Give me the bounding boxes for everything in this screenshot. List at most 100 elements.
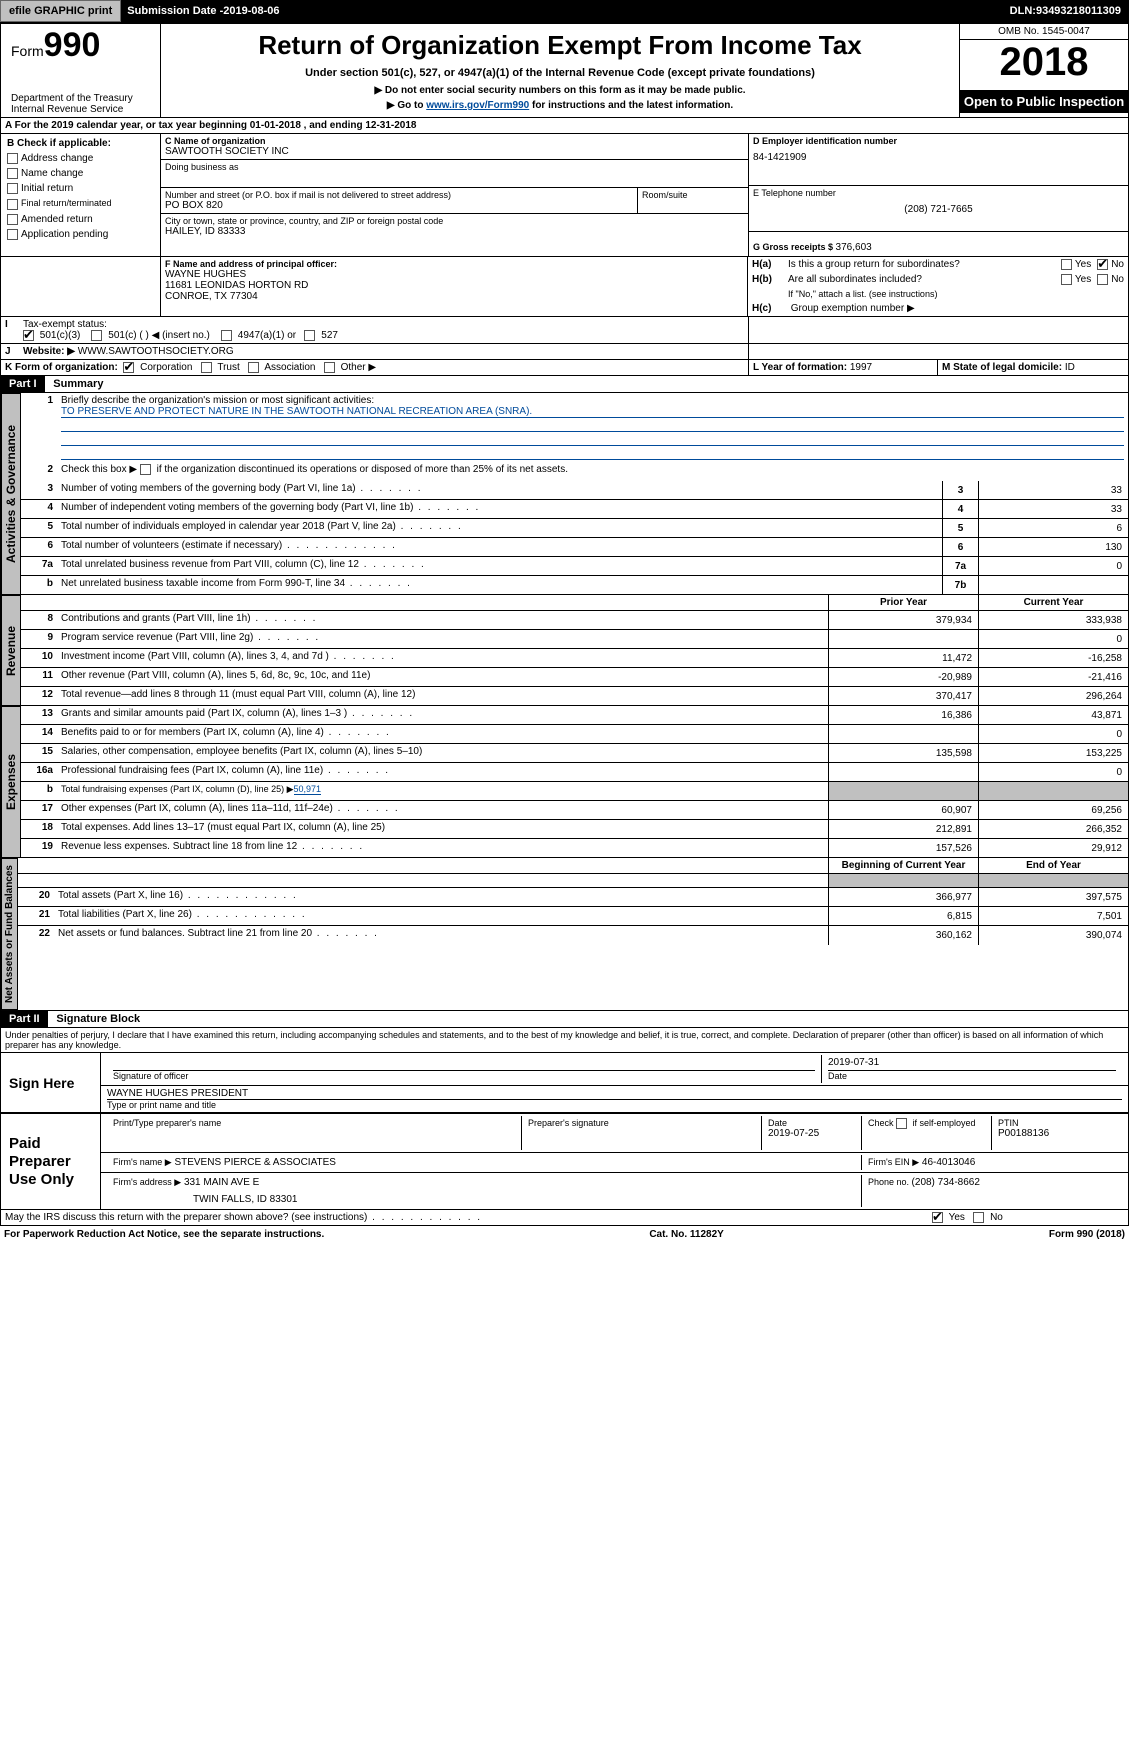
l6-text: Total number of volunteers (estimate if … xyxy=(57,538,942,556)
l5-val: 6 xyxy=(978,519,1128,537)
j-text: Website: ▶ xyxy=(23,346,75,357)
l12-prior: 370,417 xyxy=(828,687,978,705)
form990-link[interactable]: www.irs.gov/Form990 xyxy=(426,100,529,111)
chk-address-change[interactable] xyxy=(7,153,18,164)
revenue-section: Revenue Prior Year Current Year 8Contrib… xyxy=(0,595,1129,706)
tab-net-assets: Net Assets or Fund Balances xyxy=(1,858,18,1010)
efile-print-button[interactable]: efile GRAPHIC print xyxy=(0,0,121,22)
form-number: 990 xyxy=(44,26,101,64)
l7a-text: Total unrelated business revenue from Pa… xyxy=(57,557,942,575)
l16a-curr: 0 xyxy=(978,763,1128,781)
l22-curr: 390,074 xyxy=(978,926,1128,945)
l12-curr: 296,264 xyxy=(978,687,1128,705)
topbar: efile GRAPHIC print Submission Date - 20… xyxy=(0,0,1129,22)
l15-prior: 135,598 xyxy=(828,744,978,762)
chk-corp[interactable] xyxy=(123,362,134,373)
paid-preparer-block: Paid Preparer Use Only Print/Type prepar… xyxy=(0,1114,1129,1210)
line-a-begin: 01-01-2018 xyxy=(250,120,301,131)
l9-text: Program service revenue (Part VIII, line… xyxy=(57,630,828,648)
activities-governance: Activities & Governance 1 Briefly descri… xyxy=(0,393,1129,595)
hb-yes[interactable] xyxy=(1061,274,1072,285)
c-label: C Name of organization xyxy=(165,136,744,146)
hb-text: Are all subordinates included? xyxy=(788,274,1061,285)
part2-header: Part II Signature Block xyxy=(0,1011,1129,1028)
l16b-curr xyxy=(978,782,1128,800)
section-fh: F Name and address of principal officer:… xyxy=(0,257,1129,317)
chk-amended[interactable] xyxy=(7,214,18,225)
perjury-text: Under penalties of perjury, I declare th… xyxy=(0,1028,1129,1052)
opt-trust: Trust xyxy=(217,362,239,373)
chk-final-return[interactable] xyxy=(7,199,18,210)
chk-name-change[interactable] xyxy=(7,168,18,179)
form-header: Form990 Department of the Treasury Inter… xyxy=(0,22,1129,118)
chk-501c[interactable] xyxy=(91,330,102,341)
hb-no[interactable] xyxy=(1097,274,1108,285)
form-title: Return of Organization Exempt From Incom… xyxy=(169,30,951,61)
l16a-text: Professional fundraising fees (Part IX, … xyxy=(57,763,828,781)
chk-assoc[interactable] xyxy=(248,362,259,373)
tab-revenue: Revenue xyxy=(1,595,21,706)
firm-name-label: Firm's name ▶ xyxy=(113,1157,172,1167)
l14-prior xyxy=(828,725,978,743)
line-i: I Tax-exempt status: 501(c)(3) 501(c) ( … xyxy=(0,317,1129,344)
opt-other: Other ▶ xyxy=(341,362,376,373)
l17-text: Other expenses (Part IX, column (A), lin… xyxy=(57,801,828,819)
dln-value: 93493218011309 xyxy=(1036,5,1121,17)
note2-post: for instructions and the latest informat… xyxy=(529,100,733,111)
chk-trust[interactable] xyxy=(201,362,212,373)
ha-text: Is this a group return for subordinates? xyxy=(788,259,1061,270)
chk-app-pending[interactable] xyxy=(7,229,18,240)
paid-preparer-label: Paid Preparer Use Only xyxy=(1,1114,101,1209)
hdr-prior: Prior Year xyxy=(828,595,978,610)
firm-name: STEVENS PIERCE & ASSOCIATES xyxy=(174,1157,336,1168)
chk-4947[interactable] xyxy=(221,330,232,341)
chk-self-employed[interactable] xyxy=(896,1118,907,1129)
firm-ein: 46-4013046 xyxy=(922,1157,975,1168)
ha-yes[interactable] xyxy=(1061,259,1072,270)
ptin-val: P00188136 xyxy=(998,1128,1116,1139)
col-c: C Name of organization SAWTOOTH SOCIETY … xyxy=(161,134,748,256)
i-label: I xyxy=(1,317,19,343)
discuss-text: May the IRS discuss this return with the… xyxy=(5,1212,482,1223)
l3-val: 33 xyxy=(978,481,1128,499)
hb-label: H(b) xyxy=(752,274,788,285)
d-label: D Employer identification number xyxy=(753,136,1124,146)
chk-other[interactable] xyxy=(324,362,335,373)
officer-name-title: WAYNE HUGHES PRESIDENT xyxy=(107,1088,1122,1100)
hb-yes-lbl: Yes xyxy=(1075,274,1091,285)
g-label: G Gross receipts $ xyxy=(753,242,836,252)
l7a-box: 7a xyxy=(942,557,978,575)
print-name-label: Print/Type preparer's name xyxy=(113,1118,515,1128)
l9-curr: 0 xyxy=(978,630,1128,648)
l10-prior: 11,472 xyxy=(828,649,978,667)
sign-here-block: Sign Here Signature of officer 2019-07-3… xyxy=(0,1052,1129,1114)
part1-title: Summary xyxy=(47,376,109,392)
ha-no[interactable] xyxy=(1097,259,1108,270)
officer-addr1: 11681 LEONIDAS HORTON RD xyxy=(165,280,743,291)
opt-4947: 4947(a)(1) or xyxy=(238,330,296,341)
footer-right: Form 990 (2018) xyxy=(1049,1229,1125,1240)
chk-initial-return[interactable] xyxy=(7,183,18,194)
l18-text: Total expenses. Add lines 13–17 (must eq… xyxy=(57,820,828,838)
discuss-no-lbl: No xyxy=(990,1212,1003,1223)
l-label: L Year of formation: xyxy=(753,362,850,373)
discuss-no[interactable] xyxy=(973,1212,984,1223)
chk-527[interactable] xyxy=(304,330,315,341)
chk-discontinued[interactable] xyxy=(140,464,151,475)
chk-501c3[interactable] xyxy=(23,330,34,341)
l6-val: 130 xyxy=(978,538,1128,556)
line-a-label: A For the 2019 calendar year, or tax yea… xyxy=(5,120,250,131)
ha-yes-lbl: Yes xyxy=(1075,259,1091,270)
firm-phone-label: Phone no. xyxy=(868,1177,912,1187)
l8-text: Contributions and grants (Part VIII, lin… xyxy=(57,611,828,629)
ha-label: H(a) xyxy=(752,259,788,270)
dln: DLN: 93493218011309 xyxy=(1002,0,1129,22)
l16b-text: Total fundraising expenses (Part IX, col… xyxy=(57,782,828,800)
hdr-boy: Beginning of Current Year xyxy=(828,858,978,873)
l14-curr: 0 xyxy=(978,725,1128,743)
f-label: F Name and address of principal officer: xyxy=(165,259,743,269)
discuss-yes[interactable] xyxy=(932,1212,943,1223)
opt-527: 527 xyxy=(321,330,338,341)
note2-pre: ▶ Go to xyxy=(387,100,426,111)
l20-curr: 397,575 xyxy=(978,888,1128,906)
